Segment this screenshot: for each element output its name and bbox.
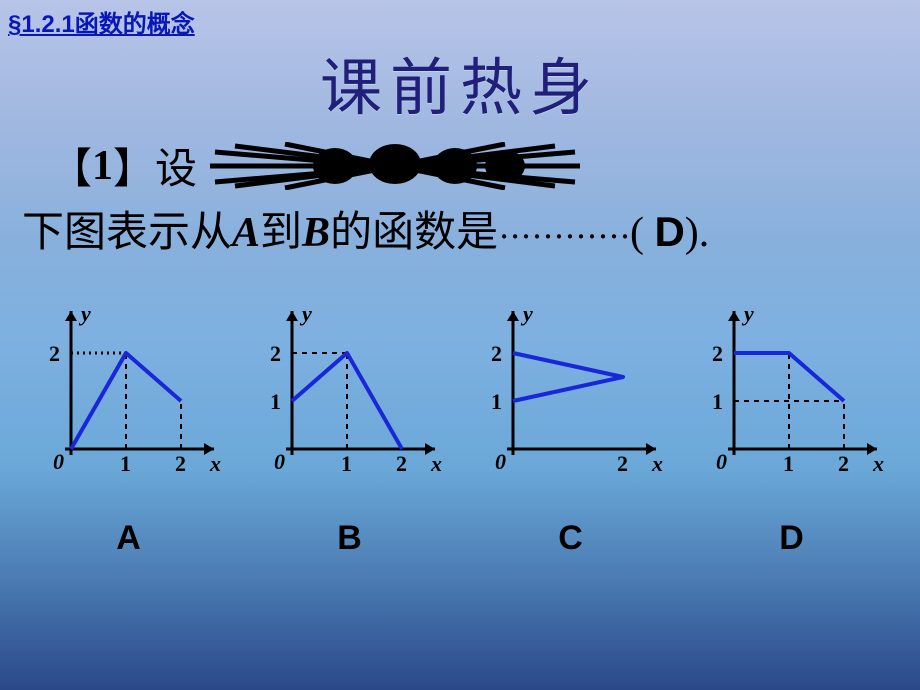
chart-a: y x 0 2 1 2 [29, 299, 229, 489]
svg-text:y: y [299, 301, 312, 326]
chart-label-a: A [116, 519, 141, 558]
answer-letter: D [654, 208, 684, 255]
svg-text:2: 2 [175, 451, 186, 476]
q2-part1: 下图表示从 [22, 210, 232, 256]
svg-text:x: x [872, 451, 884, 476]
svg-text:0: 0 [274, 449, 285, 474]
chart-cell-b: y x 0 1 2 1 2 B [250, 299, 450, 558]
svg-text:1: 1 [491, 389, 502, 414]
svg-text:y: y [520, 301, 533, 326]
svg-text:0: 0 [495, 449, 506, 474]
section-header: §1.2.1函数的概念 [0, 0, 920, 43]
chart-b: y x 0 1 2 1 2 [250, 299, 450, 489]
svg-text:2: 2 [270, 341, 281, 366]
chart-label-c: C [558, 519, 583, 558]
svg-text:x: x [209, 451, 221, 476]
svg-text:1: 1 [120, 451, 131, 476]
svg-text:1: 1 [783, 451, 794, 476]
charts-row: y x 0 2 1 2 A y x 0 1 2 1 2 B y x 0 1 2 2 C y x 0 1 2 1 2 D [18, 299, 902, 558]
page-title: 课前热身 [0, 37, 920, 127]
bracket-close-text: 】设 [113, 135, 197, 196]
svg-text:x: x [430, 451, 442, 476]
bracket-open: 【 [50, 135, 92, 196]
svg-text:y: y [741, 301, 754, 326]
svg-text:1: 1 [341, 451, 352, 476]
dotted-fill: ············ [498, 216, 630, 256]
q2-part2: 的函数是 [330, 210, 498, 256]
chart-cell-c: y x 0 1 2 2 C [471, 299, 671, 558]
q2-mid: 到 [260, 210, 302, 256]
question-number: 1 [92, 142, 113, 190]
scribble-overlay [205, 142, 585, 190]
set-A: A [232, 210, 260, 256]
question-block: 【1】设 下图表示 [50, 135, 890, 259]
paren-close: ). [685, 210, 710, 256]
question-line-1: 【1】设 [50, 135, 890, 196]
question-line-2: 下图表示从A到B的函数是············( D). [22, 198, 890, 259]
set-B: B [302, 210, 330, 256]
svg-text:y: y [78, 301, 91, 326]
svg-text:0: 0 [53, 449, 64, 474]
svg-text:x: x [651, 451, 663, 476]
svg-text:1: 1 [712, 389, 723, 414]
svg-text:2: 2 [49, 341, 60, 366]
svg-text:0: 0 [716, 449, 727, 474]
chart-c: y x 0 1 2 2 [471, 299, 671, 489]
chart-d: y x 0 1 2 1 2 [692, 299, 892, 489]
paren-open: ( [630, 210, 655, 256]
chart-label-b: B [337, 519, 362, 558]
svg-text:2: 2 [617, 451, 628, 476]
chart-cell-a: y x 0 2 1 2 A [29, 299, 229, 558]
svg-text:2: 2 [396, 451, 407, 476]
svg-text:2: 2 [838, 451, 849, 476]
chart-cell-d: y x 0 1 2 1 2 D [692, 299, 892, 558]
svg-text:1: 1 [270, 389, 281, 414]
svg-text:2: 2 [491, 341, 502, 366]
chart-label-d: D [779, 519, 804, 558]
svg-text:2: 2 [712, 341, 723, 366]
